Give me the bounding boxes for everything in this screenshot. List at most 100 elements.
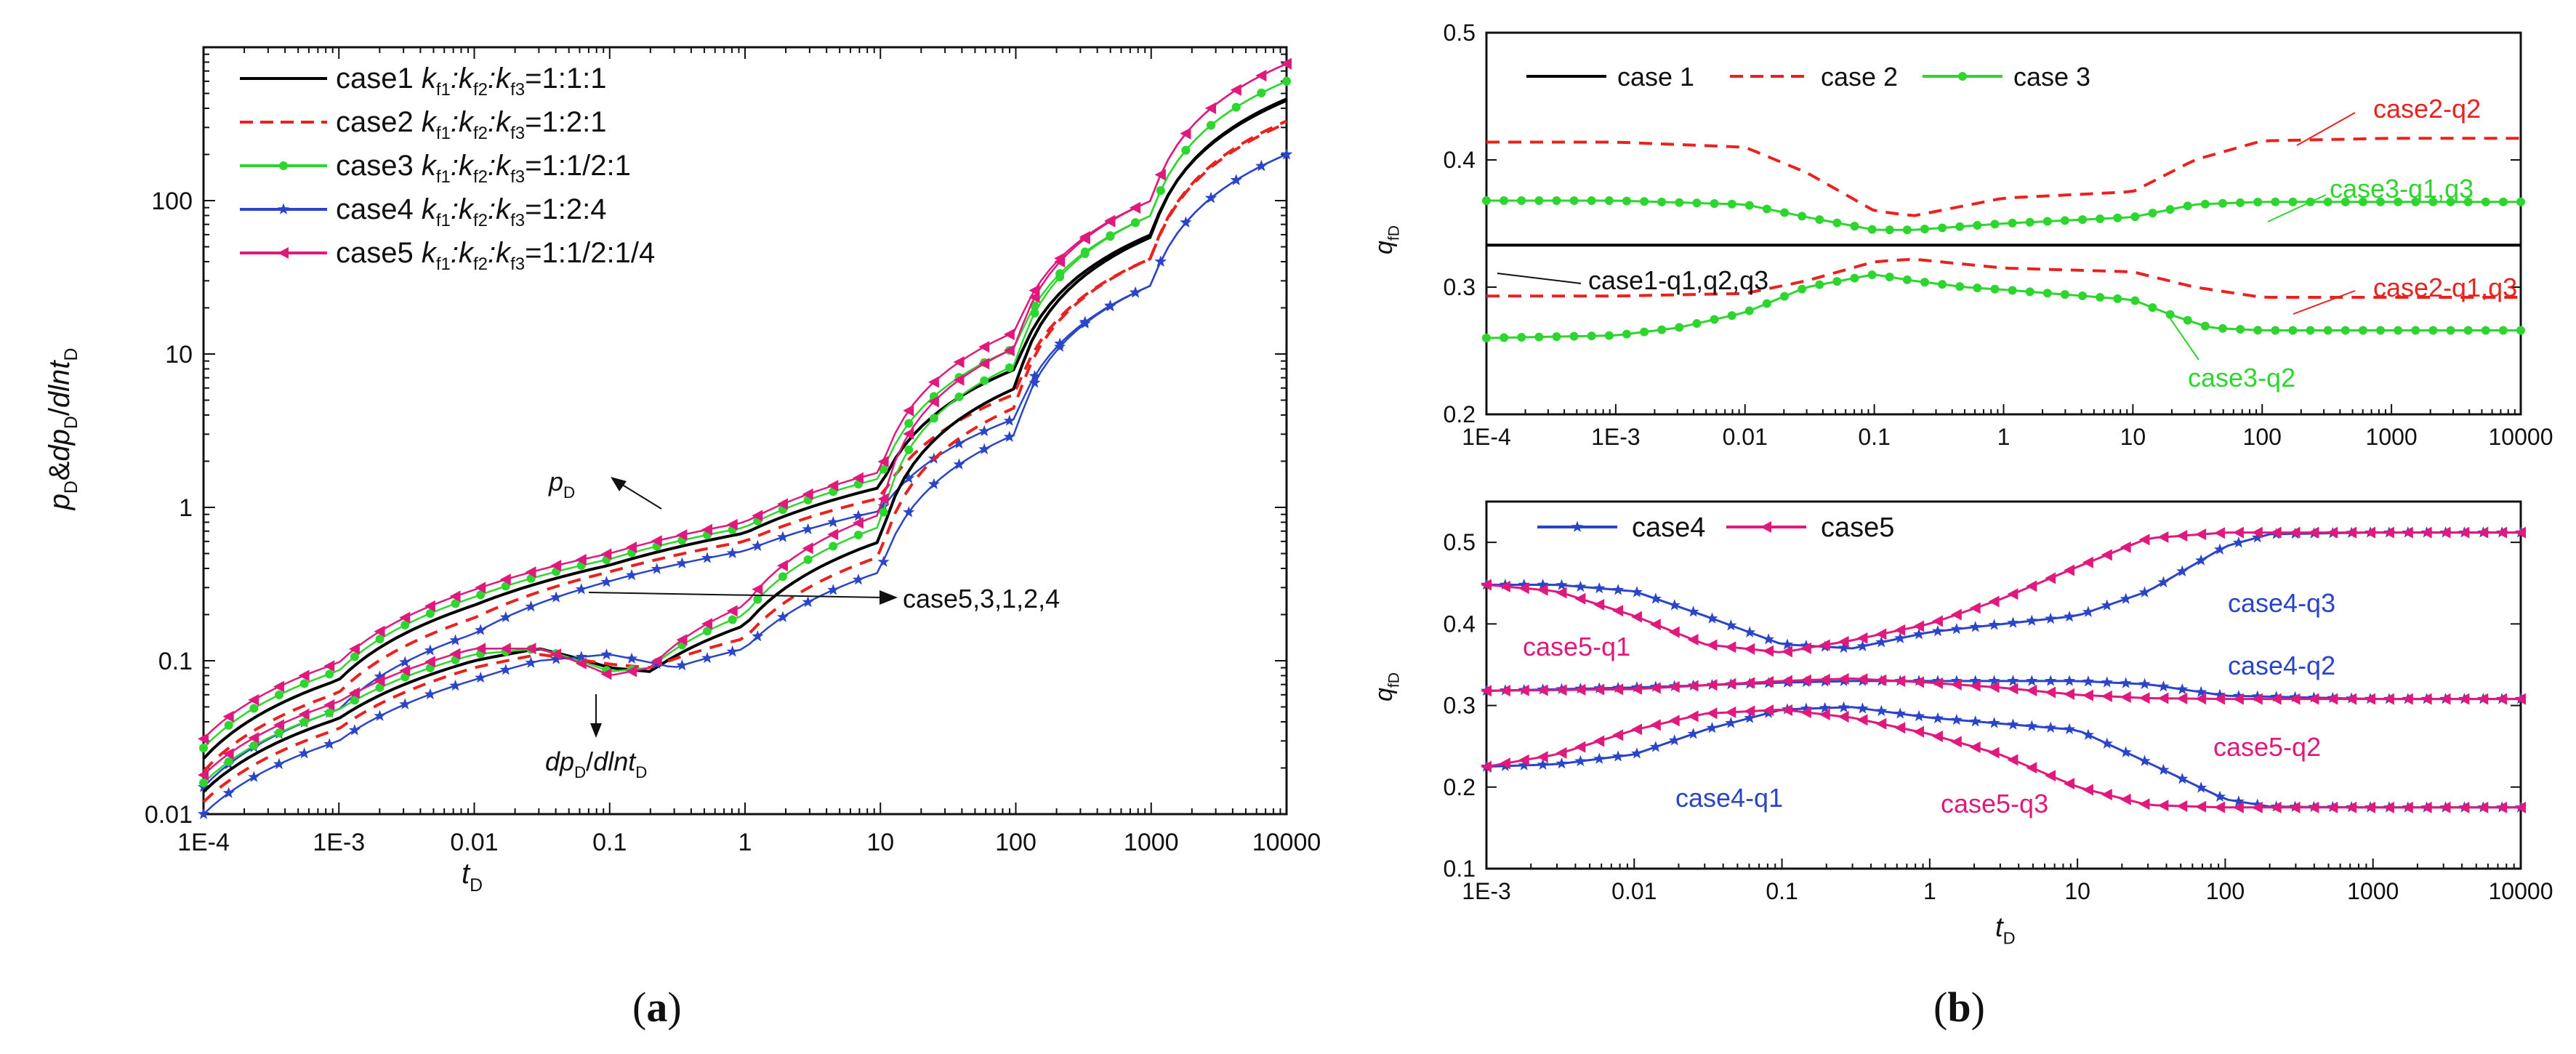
legend-text-case2: case 2: [1821, 62, 1898, 92]
data-point: [1518, 754, 1529, 766]
data-point: [827, 515, 840, 528]
data-point: [2026, 762, 2037, 774]
data-point: [299, 679, 309, 688]
data-point: [222, 710, 234, 723]
data-point: [1913, 676, 1925, 688]
data-point: [2176, 565, 2189, 576]
data-point: [2306, 326, 2315, 335]
data-point: [1612, 729, 1624, 741]
data-point: [1744, 626, 1756, 637]
data-point: [2082, 689, 2093, 701]
data-point: [1574, 741, 1586, 753]
data-point: [1649, 719, 1661, 731]
data-point: [2251, 693, 2263, 705]
series-line-case2-q2: [1486, 137, 2521, 217]
data-point: [1205, 102, 1217, 114]
data-point: [728, 615, 737, 624]
data-point: [1675, 198, 1684, 207]
data-point: [2271, 197, 2280, 206]
data-point: [953, 458, 965, 470]
data-point: [1518, 582, 1529, 595]
data-point: [374, 670, 386, 682]
data-point: [1763, 704, 1774, 717]
data-point: [222, 748, 234, 760]
data-point: [776, 498, 788, 510]
data-point: [1230, 174, 1242, 185]
series-line-case2-dp-D-dlnt-D: [202, 119, 1287, 803]
data-point: [1706, 639, 1718, 651]
data-point: [1517, 196, 1526, 205]
data-point: [1969, 741, 1981, 754]
data-point: [2232, 536, 2245, 548]
data-point: [1781, 675, 1792, 687]
legend-marker: [279, 161, 288, 170]
data-point: [1744, 643, 1755, 655]
data-point: [2026, 720, 2038, 731]
data-point: [1555, 587, 1567, 599]
data-point: [2138, 586, 2151, 598]
data-point: [852, 517, 864, 529]
data-point: [2213, 790, 2226, 802]
data-point: [1555, 684, 1567, 696]
data-point: [1552, 332, 1561, 342]
data-point: [600, 648, 613, 660]
data-point: [1687, 728, 1699, 739]
x-tick-label: 1: [738, 829, 752, 856]
data-point: [1706, 707, 1718, 720]
data-point: [2289, 801, 2301, 813]
data-point: [197, 808, 210, 819]
data-point: [1649, 619, 1661, 631]
data-point: [1762, 299, 1771, 308]
data-point: [1537, 578, 1549, 590]
data-point: [2463, 197, 2473, 206]
data-point: [525, 643, 536, 655]
data-point: [2214, 693, 2226, 705]
data-point: [1181, 145, 1191, 155]
data-point: [499, 664, 512, 675]
data-point: [1030, 308, 1039, 318]
data-point: [299, 717, 309, 727]
data-point: [1885, 272, 1894, 281]
data-point: [2026, 684, 2037, 696]
data-point: [1938, 223, 1947, 233]
data-point: [701, 552, 714, 563]
data-point: [2515, 693, 2526, 705]
data-point: [1867, 225, 1877, 234]
data-point: [2251, 531, 2263, 543]
x-tick-label: 100: [995, 829, 1037, 856]
data-point: [499, 643, 511, 655]
data-point: [2340, 197, 2350, 206]
data-point: [954, 392, 964, 401]
x-tick-label: 1000: [1124, 829, 1179, 856]
data-point: [2101, 737, 2113, 749]
data-point: [1574, 592, 1586, 605]
data-point: [2138, 798, 2150, 810]
data-point: [2007, 683, 2018, 695]
y-tick-label: 0.4: [1444, 611, 1476, 637]
data-point: [2007, 588, 2018, 600]
data-point: [2045, 686, 2056, 699]
data-point: [1481, 760, 1492, 773]
data-point: [348, 643, 360, 655]
data-point: [2078, 215, 2088, 225]
data-point: [1029, 291, 1040, 304]
data-point: [1725, 677, 1736, 690]
data-point: [2195, 528, 2207, 541]
data-point: [701, 618, 713, 630]
data-point: [1692, 198, 1702, 208]
data-point: [827, 480, 839, 492]
data-point: [1710, 199, 1719, 209]
data-point: [1630, 683, 1642, 695]
data-point: [2458, 693, 2470, 705]
x-tick-label: 1E-4: [177, 829, 230, 856]
data-point: [1780, 291, 1790, 301]
data-point: [1517, 333, 1526, 342]
data-point: [1622, 329, 1631, 339]
data-point: [1938, 280, 1947, 289]
data-point: [2458, 801, 2470, 813]
data-point: [1130, 286, 1142, 298]
data-point: [1079, 233, 1090, 245]
data-point: [1687, 634, 1699, 646]
data-point: [2383, 801, 2394, 813]
data-point: [1574, 683, 1586, 696]
